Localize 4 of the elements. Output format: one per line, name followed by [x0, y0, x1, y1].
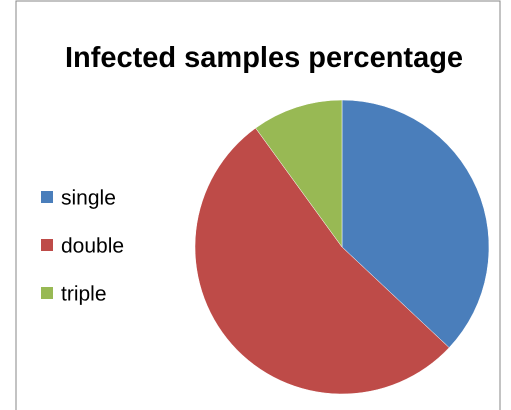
chart-title: Infected samples percentage [64, 42, 464, 74]
legend-label: triple [61, 282, 107, 306]
legend-label: double [61, 234, 124, 258]
legend-label: single [61, 186, 116, 210]
